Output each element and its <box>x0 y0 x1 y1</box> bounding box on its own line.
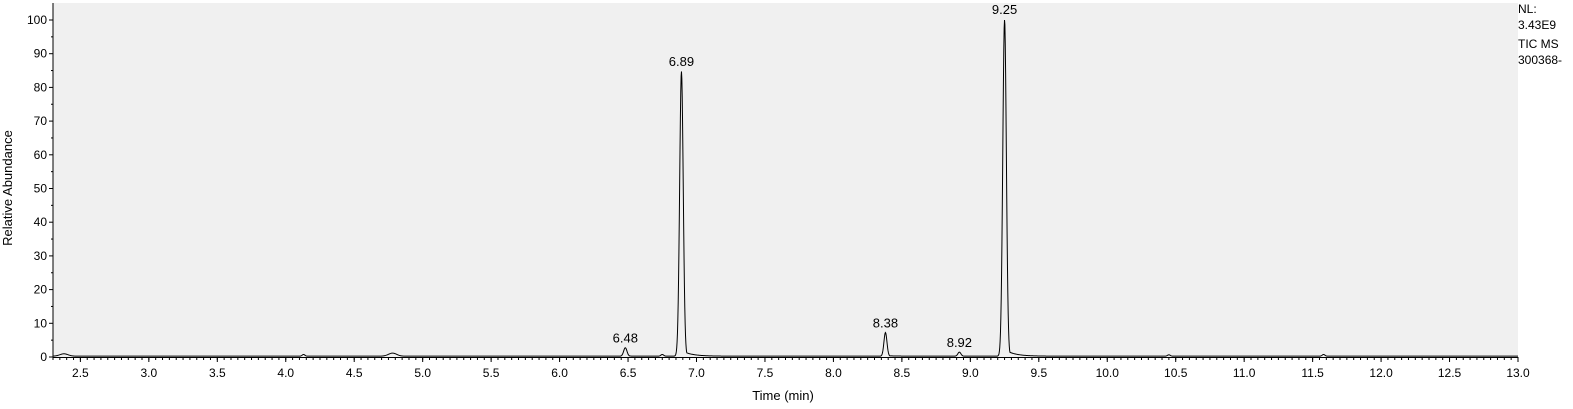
normalization-label: NL: <box>1518 2 1537 16</box>
x-tick-label: 10.0 <box>1096 366 1120 380</box>
y-tick-label: 80 <box>34 80 48 94</box>
x-tick-label: 11.5 <box>1301 366 1324 380</box>
peak-label: 6.48 <box>613 331 638 346</box>
x-tick-label: 4.5 <box>346 366 363 380</box>
tic-trace-line <box>52 19 1518 357</box>
normalization-value: 3.43E9 <box>1518 18 1557 32</box>
peak-label: 8.38 <box>873 315 898 330</box>
x-tick-label: 8.5 <box>894 366 911 380</box>
y-axis-label: Relative Abundance <box>0 130 15 246</box>
x-tick-label: 3.5 <box>209 366 226 380</box>
x-tick-label: 6.5 <box>620 366 637 380</box>
peak-labels: 6.48 6.89 8.38 8.92 9.25 <box>613 2 1018 350</box>
peak-label: 8.92 <box>947 335 972 350</box>
x-tick-label: 7.5 <box>757 366 774 380</box>
x-axis-label: Time (min) <box>752 388 814 403</box>
y-tick-label: 100 <box>27 13 47 27</box>
peak-label: 9.25 <box>992 2 1017 17</box>
x-tick-label: 7.0 <box>688 366 705 380</box>
x-tick-label: 12.5 <box>1438 366 1462 380</box>
y-tick-label: 90 <box>34 47 48 61</box>
x-tick-label: 2.5 <box>72 366 89 380</box>
y-tick-label: 30 <box>34 249 48 263</box>
y-tick-label: 70 <box>34 114 48 128</box>
trace-type: TIC MS <box>1518 37 1559 51</box>
x-tick-label: 5.5 <box>483 366 500 380</box>
x-tick-label: 8.0 <box>825 366 842 380</box>
x-tick-label: 12.0 <box>1369 366 1393 380</box>
x-tick-label: 9.5 <box>1030 366 1047 380</box>
x-tick-label: 4.0 <box>277 366 294 380</box>
x-tick-label: 10.5 <box>1164 366 1188 380</box>
x-axis: 2.5 3.0 3.5 4.0 4.5 5.0 5.5 6.0 6.5 7.0 7.5 8.0 8.5 9… <box>52 357 1530 380</box>
y-tick-label: 10 <box>34 316 48 330</box>
y-tick-label: 40 <box>34 215 48 229</box>
y-tick-label: 60 <box>34 148 48 162</box>
x-tick-label: 5.0 <box>414 366 431 380</box>
y-tick-label: 20 <box>34 283 48 297</box>
x-tick-label: 11.0 <box>1233 366 1256 380</box>
y-axis: 0 10 20 30 40 50 60 70 80 90 100 <box>27 13 53 364</box>
peak-label: 6.89 <box>669 54 694 69</box>
x-tick-label: 6.0 <box>551 366 568 380</box>
x-tick-label: 9.0 <box>962 366 979 380</box>
x-tick-label: 3.0 <box>140 366 157 380</box>
y-tick-label: 50 <box>34 182 48 196</box>
x-tick-label: 13.0 <box>1506 366 1530 380</box>
file-name: 300368- <box>1518 53 1563 67</box>
y-tick-label: 0 <box>40 350 47 364</box>
plot-area <box>53 3 1518 357</box>
